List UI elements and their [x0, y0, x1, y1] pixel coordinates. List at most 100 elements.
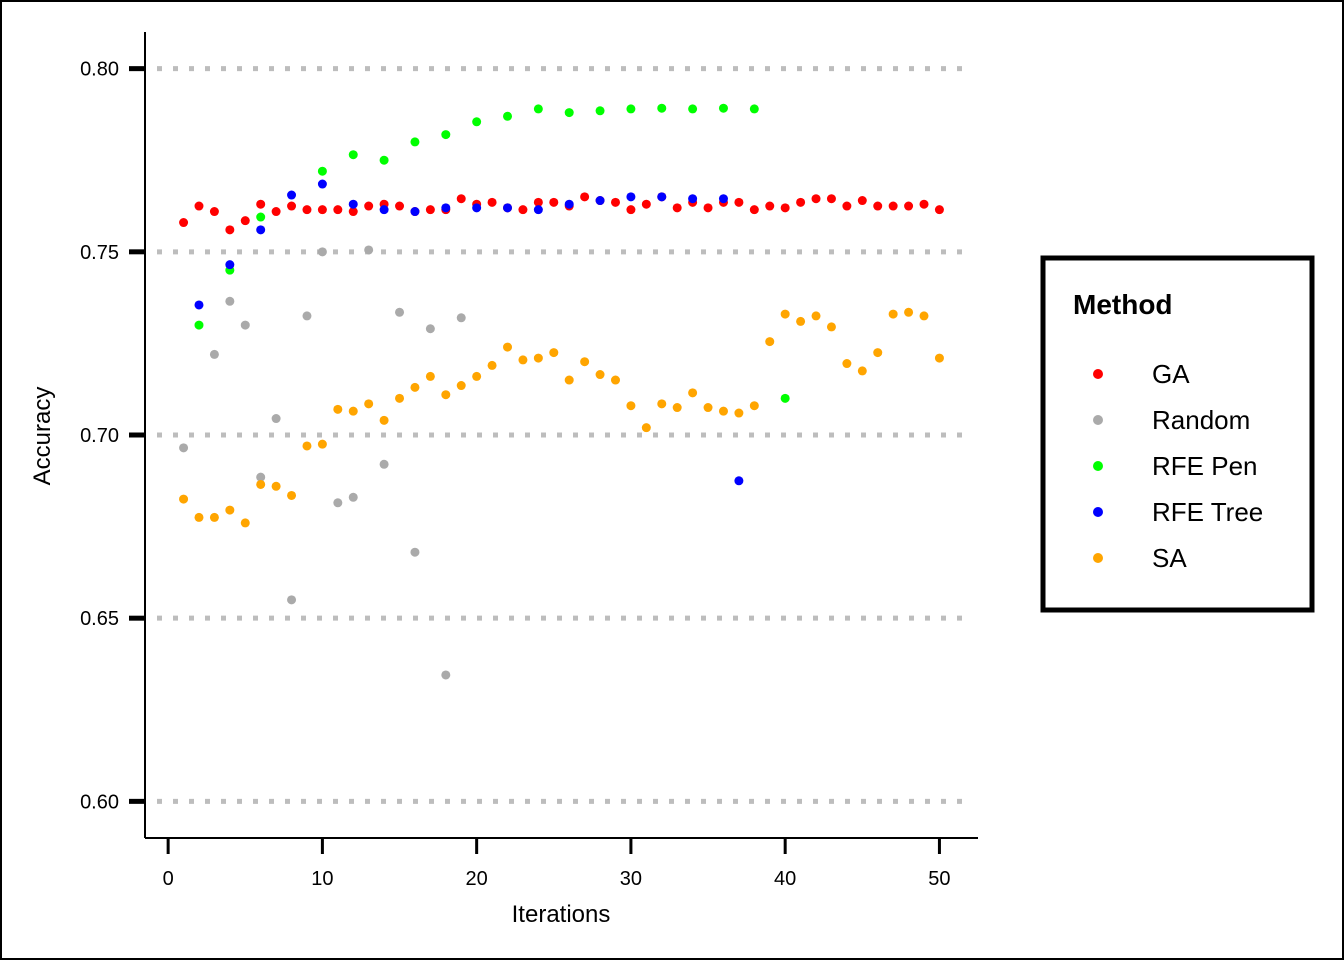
data-point-ga [626, 205, 636, 215]
data-point-ga [610, 197, 620, 207]
data-point-ga [271, 207, 281, 217]
data-point-ga [518, 205, 528, 215]
data-point-rfe-tree [287, 190, 297, 200]
data-point-sa [533, 353, 543, 363]
data-point-sa [888, 309, 898, 319]
data-point-random [271, 414, 281, 424]
data-point-rfe-tree [734, 476, 744, 486]
data-point-random [348, 492, 358, 502]
x-tick-label: 0 [163, 868, 174, 890]
data-point-ga [842, 201, 852, 211]
data-point-sa [688, 388, 698, 398]
axis-ticks: 0.60 0.65 0.70 0.75 0.80 0 10 20 30 40 50 [80, 59, 950, 890]
data-point-ga [179, 218, 189, 228]
data-point-sa [333, 404, 343, 414]
y-tick-label: 0.65 [80, 608, 119, 630]
data-point-rfe-pen [379, 155, 389, 165]
data-point-rfe-pen [533, 104, 543, 114]
data-point-sa [271, 481, 281, 491]
series-rfe-pen [194, 103, 790, 403]
data-point-ga [857, 196, 867, 206]
data-point-random [410, 547, 420, 557]
data-point-ga [533, 197, 543, 207]
data-point-sa [317, 439, 327, 449]
data-point-rfe-pen [194, 320, 204, 330]
data-point-sa [934, 353, 944, 363]
data-point-ga [811, 194, 821, 204]
data-point-ga [425, 205, 435, 215]
data-point-rfe-pen [749, 104, 759, 114]
series-random [179, 245, 466, 680]
data-point-sa [904, 307, 914, 317]
data-point-sa [209, 512, 219, 522]
data-point-sa [364, 399, 374, 409]
data-point-ga [240, 216, 250, 226]
data-point-sa [780, 309, 790, 319]
series-sa [179, 307, 944, 528]
data-point-random [179, 443, 189, 453]
data-point-random [225, 296, 235, 306]
data-point-sa [873, 348, 883, 358]
data-point-rfe-pen [317, 166, 327, 176]
data-point-rfe-pen [718, 103, 728, 113]
legend-label-rfe-pen: RFE Pen [1152, 451, 1258, 481]
data-point-rfe-pen [626, 104, 636, 114]
data-point-sa [641, 423, 651, 433]
data-point-sa [564, 375, 574, 385]
data-point-rfe-tree [688, 194, 698, 204]
data-point-random [425, 324, 435, 334]
data-point-sa [857, 366, 867, 376]
data-point-ga [317, 205, 327, 215]
data-point-sa [240, 518, 250, 528]
data-point-sa [672, 403, 682, 413]
data-point-ga [225, 225, 235, 235]
legend-marker-ga [1093, 369, 1103, 379]
y-tick-label: 0.70 [80, 425, 119, 447]
data-point-random [302, 311, 312, 321]
data-point-rfe-tree [657, 192, 667, 202]
data-point-rfe-pen [472, 117, 482, 127]
data-point-ga [780, 203, 790, 213]
data-point-sa [518, 355, 528, 365]
data-point-sa [580, 357, 590, 367]
data-point-ga [919, 199, 929, 209]
data-point-rfe-tree [317, 179, 327, 189]
data-point-ga [256, 199, 266, 209]
data-point-sa [657, 399, 667, 409]
data-point-rfe-tree [379, 205, 389, 215]
data-point-rfe-pen [410, 137, 420, 147]
legend-items: GA Random RFE Pen RFE Tree SA [1093, 359, 1263, 573]
data-point-ga [456, 194, 466, 204]
data-point-ga [194, 201, 204, 211]
x-tick-label: 50 [928, 868, 950, 890]
data-point-rfe-pen [503, 111, 513, 121]
data-point-rfe-pen [657, 103, 667, 113]
data-point-rfe-pen [564, 108, 574, 118]
series-rfe-tree [194, 179, 744, 486]
data-point-ga [364, 201, 374, 211]
data-point-random [441, 670, 451, 680]
data-point-ga [348, 207, 358, 217]
data-point-random [456, 313, 466, 323]
data-point-rfe-pen [780, 393, 790, 403]
legend-label-ga: GA [1152, 359, 1190, 389]
data-point-ga [395, 201, 405, 211]
data-point-sa [626, 401, 636, 411]
data-point-sa [379, 415, 389, 425]
data-point-sa [765, 337, 775, 347]
data-point-random [379, 459, 389, 469]
data-point-ga [287, 201, 297, 211]
data-point-ga [333, 205, 343, 215]
y-tick-label: 0.60 [80, 791, 119, 813]
x-tick-label: 20 [466, 868, 488, 890]
data-point-sa [796, 316, 806, 326]
data-point-ga [734, 197, 744, 207]
legend-marker-rfe-pen [1093, 461, 1103, 471]
x-axis-title: Iterations [512, 901, 611, 928]
data-point-random [256, 472, 266, 482]
data-point-sa [734, 408, 744, 418]
legend-marker-random [1093, 415, 1103, 425]
legend: Method GA Random RFE Pen RFE Tree SA [1040, 255, 1315, 613]
data-point-sa [826, 322, 836, 332]
